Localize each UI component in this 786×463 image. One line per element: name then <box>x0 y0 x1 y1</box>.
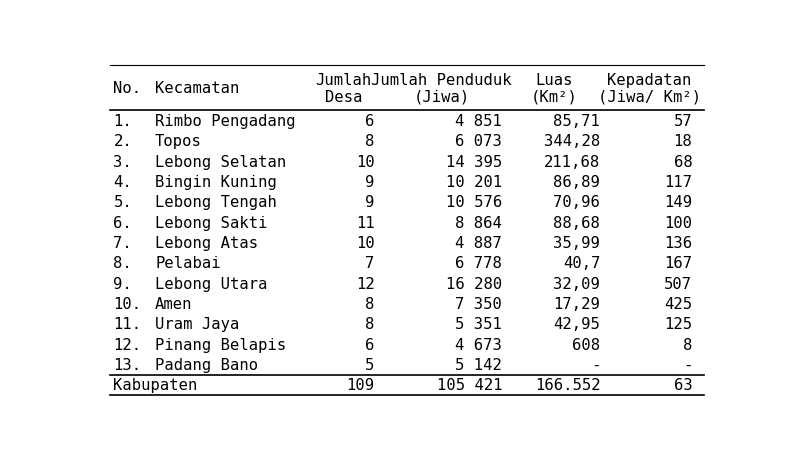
Text: 100: 100 <box>664 215 692 230</box>
Text: 5: 5 <box>365 357 375 372</box>
Text: 12: 12 <box>356 276 375 291</box>
Text: Amen: Amen <box>155 296 193 312</box>
Text: 211,68: 211,68 <box>544 154 601 169</box>
Text: 5 142: 5 142 <box>455 357 502 372</box>
Text: Lebong Selatan: Lebong Selatan <box>155 154 286 169</box>
Text: 6 073: 6 073 <box>455 134 502 149</box>
Text: Kepadatan
(Jiwa/ Km²): Kepadatan (Jiwa/ Km²) <box>598 72 701 105</box>
Text: No.: No. <box>113 81 141 96</box>
Text: 149: 149 <box>664 195 692 210</box>
Text: Topos: Topos <box>155 134 202 149</box>
Text: Lebong Utara: Lebong Utara <box>155 276 267 291</box>
Text: 105 421: 105 421 <box>437 378 502 393</box>
Text: -: - <box>683 357 692 372</box>
Text: Pelabai: Pelabai <box>155 256 221 271</box>
Text: 1.: 1. <box>113 113 132 129</box>
Text: 10 576: 10 576 <box>446 195 502 210</box>
Text: 5.: 5. <box>113 195 132 210</box>
Text: 12.: 12. <box>113 337 141 352</box>
Text: Lebong Tengah: Lebong Tengah <box>155 195 277 210</box>
Text: 9: 9 <box>365 175 375 189</box>
Text: 10.: 10. <box>113 296 141 312</box>
Text: 68: 68 <box>674 154 692 169</box>
Text: 10: 10 <box>356 236 375 250</box>
Text: 109: 109 <box>347 378 375 393</box>
Text: 7 350: 7 350 <box>455 296 502 312</box>
Text: 4 887: 4 887 <box>455 236 502 250</box>
Text: 14 395: 14 395 <box>446 154 502 169</box>
Text: 136: 136 <box>664 236 692 250</box>
Text: -: - <box>591 357 601 372</box>
Text: 167: 167 <box>664 256 692 271</box>
Text: 425: 425 <box>664 296 692 312</box>
Text: 8: 8 <box>365 317 375 332</box>
Text: 8: 8 <box>683 337 692 352</box>
Text: 608: 608 <box>572 337 601 352</box>
Text: Kecamatan: Kecamatan <box>155 81 240 96</box>
Text: 11.: 11. <box>113 317 141 332</box>
Text: 166.552: 166.552 <box>534 378 601 393</box>
Text: Luas
(Km²): Luas (Km²) <box>531 72 578 105</box>
Text: 3.: 3. <box>113 154 132 169</box>
Text: Pinang Belapis: Pinang Belapis <box>155 337 286 352</box>
Text: 85,71: 85,71 <box>553 113 601 129</box>
Text: 10 201: 10 201 <box>446 175 502 189</box>
Text: 32,09: 32,09 <box>553 276 601 291</box>
Text: 117: 117 <box>664 175 692 189</box>
Text: 8.: 8. <box>113 256 132 271</box>
Text: 6 778: 6 778 <box>455 256 502 271</box>
Text: 9.: 9. <box>113 276 132 291</box>
Text: 125: 125 <box>664 317 692 332</box>
Text: 16 280: 16 280 <box>446 276 502 291</box>
Text: Lebong Atas: Lebong Atas <box>155 236 258 250</box>
Text: Uram Jaya: Uram Jaya <box>155 317 240 332</box>
Text: 6: 6 <box>365 337 375 352</box>
Text: 35,99: 35,99 <box>553 236 601 250</box>
Text: 63: 63 <box>674 378 692 393</box>
Text: 344,28: 344,28 <box>544 134 601 149</box>
Text: Lebong Sakti: Lebong Sakti <box>155 215 267 230</box>
Text: 42,95: 42,95 <box>553 317 601 332</box>
Text: 8: 8 <box>365 296 375 312</box>
Text: Bingin Kuning: Bingin Kuning <box>155 175 277 189</box>
Text: 10: 10 <box>356 154 375 169</box>
Text: 13.: 13. <box>113 357 141 372</box>
Text: 8: 8 <box>365 134 375 149</box>
Text: Kabupaten: Kabupaten <box>113 378 198 393</box>
Text: 4 851: 4 851 <box>455 113 502 129</box>
Text: 6.: 6. <box>113 215 132 230</box>
Text: 4.: 4. <box>113 175 132 189</box>
Text: 2.: 2. <box>113 134 132 149</box>
Text: 5 351: 5 351 <box>455 317 502 332</box>
Text: Jumlah
Desa: Jumlah Desa <box>315 72 372 105</box>
Text: Padang Bano: Padang Bano <box>155 357 258 372</box>
Text: 11: 11 <box>356 215 375 230</box>
Text: 7.: 7. <box>113 236 132 250</box>
Text: 88,68: 88,68 <box>553 215 601 230</box>
Text: Rimbo Pengadang: Rimbo Pengadang <box>155 113 296 129</box>
Text: 6: 6 <box>365 113 375 129</box>
Text: 40,7: 40,7 <box>563 256 601 271</box>
Text: 17,29: 17,29 <box>553 296 601 312</box>
Text: 8 864: 8 864 <box>455 215 502 230</box>
Text: 507: 507 <box>664 276 692 291</box>
Text: 4 673: 4 673 <box>455 337 502 352</box>
Text: Jumlah Penduduk
(Jiwa): Jumlah Penduduk (Jiwa) <box>371 72 512 105</box>
Text: 57: 57 <box>674 113 692 129</box>
Text: 9: 9 <box>365 195 375 210</box>
Text: 18: 18 <box>674 134 692 149</box>
Text: 70,96: 70,96 <box>553 195 601 210</box>
Text: 86,89: 86,89 <box>553 175 601 189</box>
Text: 7: 7 <box>365 256 375 271</box>
